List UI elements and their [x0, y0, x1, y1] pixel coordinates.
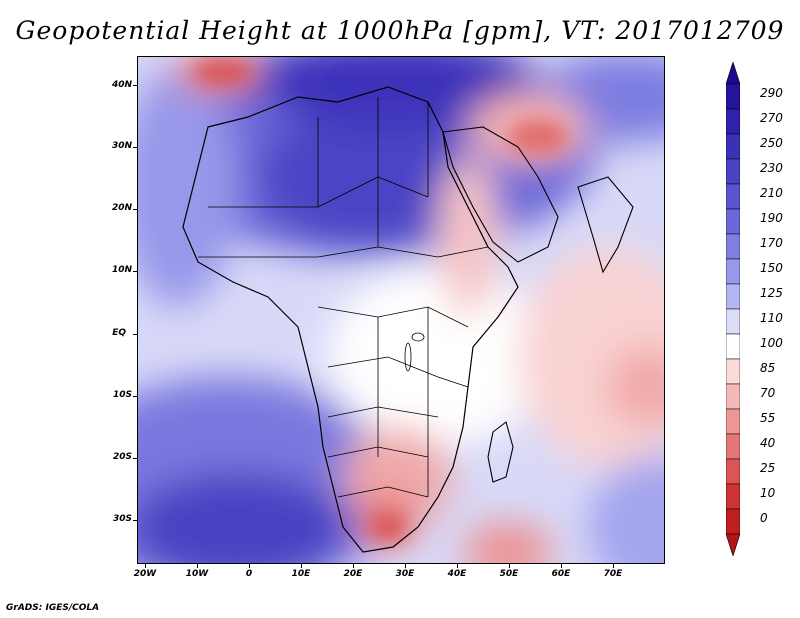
colorbar [726, 62, 740, 556]
country-borders [198, 97, 489, 498]
x-tick-label: 0 [245, 569, 253, 579]
colorbar-band [726, 433, 740, 460]
x-tick-label: 10W [185, 569, 209, 579]
colorbar-band [726, 283, 740, 310]
x-tick-label: 10E [291, 569, 311, 579]
colorbar-level-label: 40 [760, 436, 776, 450]
x-tick-label: 20E [343, 569, 363, 579]
colorbar-band [726, 83, 740, 110]
y-tick-label: 10S [112, 390, 132, 400]
colorbar-level-label: 170 [760, 236, 783, 250]
colorbar-level-label: 55 [760, 411, 776, 425]
map-plot [137, 56, 665, 564]
colorbar-band [726, 233, 740, 260]
colorbar-level-label: 210 [760, 186, 783, 200]
colorbar-band [726, 133, 740, 160]
y-tick-label: 10N [111, 265, 132, 275]
x-tick-label: 50E [499, 569, 519, 579]
colorbar-band [726, 408, 740, 435]
colorbar-band [726, 208, 740, 235]
colorbar-band [726, 508, 740, 535]
colorbar-level-label: 110 [760, 311, 783, 325]
x-tick [197, 564, 198, 568]
y-tick [133, 147, 137, 148]
x-tick [353, 564, 354, 568]
coastline [182, 86, 519, 553]
colorbar-level-label: 290 [760, 86, 783, 100]
x-tick-label: 70E [603, 569, 623, 579]
colorbar-level-label: 250 [760, 136, 783, 150]
colorbar-level-label: 230 [760, 161, 783, 175]
colorbar-band [726, 383, 740, 410]
colorbar-level-label: 85 [760, 361, 776, 375]
colorbar-level-label: 0 [760, 511, 768, 525]
height-field [138, 57, 664, 563]
x-tick-label: 60E [551, 569, 571, 579]
colorbar-level-label: 190 [760, 211, 783, 225]
lake-tanganyika [404, 342, 412, 372]
arabia-outline [442, 126, 559, 263]
y-tick [133, 85, 137, 86]
y-tick-label: 20S [112, 452, 132, 462]
y-tick [133, 209, 137, 210]
colorbar-level-label: 10 [760, 486, 776, 500]
x-tick [145, 564, 146, 568]
colorbar-band [726, 158, 740, 185]
y-tick [133, 334, 137, 335]
colorbar-band [726, 258, 740, 285]
y-tick [133, 396, 137, 397]
colorbar-level-label: 125 [760, 286, 783, 300]
lake-victoria [411, 332, 425, 342]
colorbar-band [726, 358, 740, 385]
y-tick-label: 20N [111, 203, 132, 213]
grads-credit: GrADS: IGES/COLA [6, 603, 100, 613]
madagascar-outline [487, 421, 514, 483]
y-tick-label: 30N [111, 141, 132, 151]
x-tick [405, 564, 406, 568]
colorbar-level-label: 25 [760, 461, 776, 475]
y-tick-label: EQ [112, 328, 126, 338]
y-tick [133, 271, 137, 272]
page-title: Geopotential Height at 1000hPa [gpm], VT… [15, 16, 785, 45]
colorbar-bottom-arrow [726, 533, 740, 556]
x-tick [249, 564, 250, 568]
x-tick [509, 564, 510, 568]
colorbar-band [726, 183, 740, 210]
y-tick [133, 458, 137, 459]
x-tick [301, 564, 302, 568]
colorbar-level-label: 270 [760, 111, 783, 125]
x-tick-label: 20W [133, 569, 157, 579]
colorbar-level-label: 150 [760, 261, 783, 275]
x-tick [561, 564, 562, 568]
colorbar-band [726, 333, 740, 360]
x-tick [613, 564, 614, 568]
y-tick [133, 520, 137, 521]
colorbar-level-label: 100 [760, 336, 783, 350]
y-tick-label: 30S [112, 514, 132, 524]
x-tick-label: 30E [395, 569, 415, 579]
y-tick-label: 40N [111, 80, 132, 90]
india-outline [577, 176, 634, 274]
colorbar-band [726, 308, 740, 335]
colorbar-band [726, 108, 740, 135]
x-tick [457, 564, 458, 568]
colorbar-top-arrow [726, 62, 740, 85]
colorbar-band [726, 483, 740, 510]
x-tick-label: 40E [447, 569, 467, 579]
colorbar-band [726, 458, 740, 485]
colorbar-level-label: 70 [760, 386, 776, 400]
